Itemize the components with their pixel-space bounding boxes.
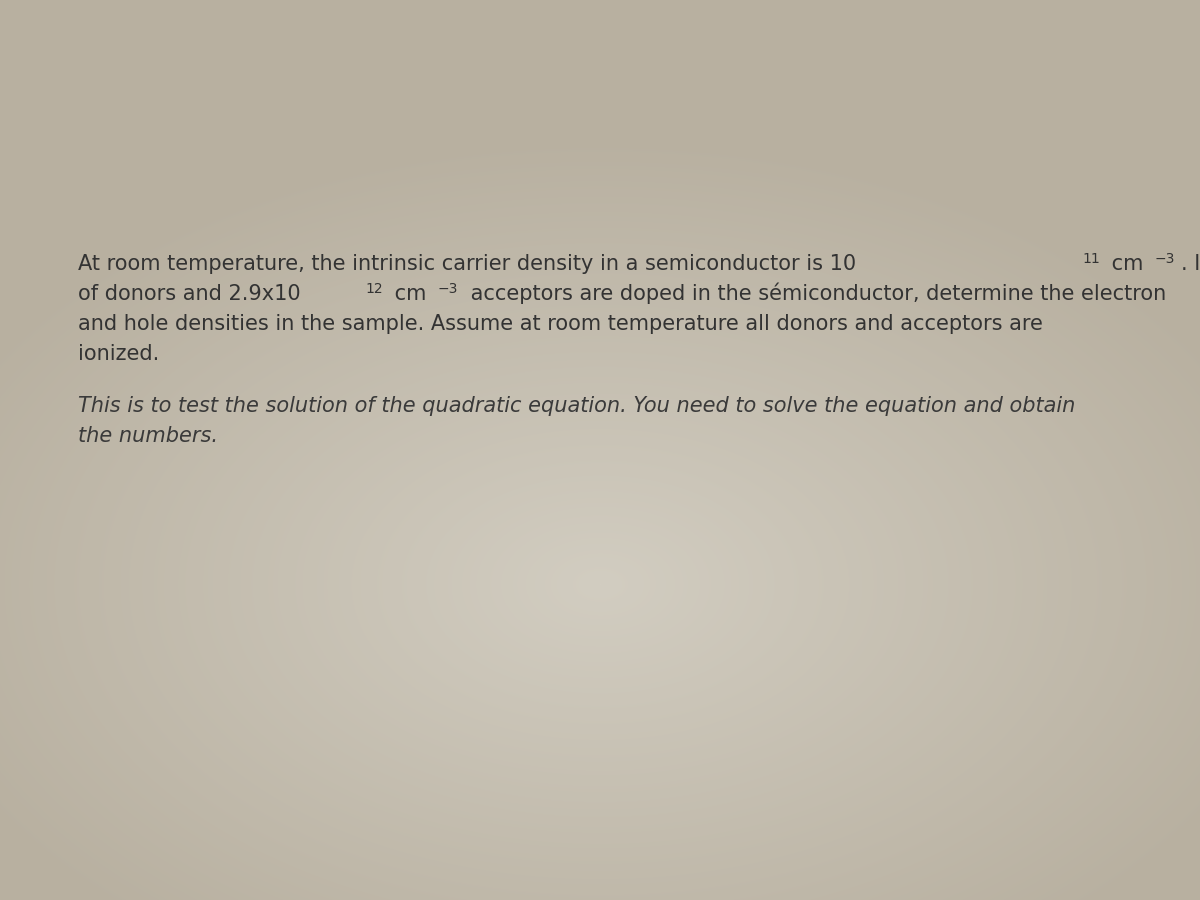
Text: the numbers.: the numbers. bbox=[78, 426, 218, 446]
Text: −3: −3 bbox=[1154, 252, 1175, 266]
Text: cm: cm bbox=[388, 284, 426, 304]
Text: acceptors are doped in the sémiconductor, determine the electron: acceptors are doped in the sémiconductor… bbox=[464, 283, 1166, 304]
Text: 12: 12 bbox=[365, 282, 383, 296]
Text: and hole densities in the sample. Assume at room temperature all donors and acce: and hole densities in the sample. Assume… bbox=[78, 314, 1043, 334]
Text: cm: cm bbox=[1105, 254, 1144, 274]
Text: This is to test the solution of the quadratic equation. You need to solve the eq: This is to test the solution of the quad… bbox=[78, 396, 1075, 416]
Text: At room temperature, the intrinsic carrier density in a semiconductor is 10: At room temperature, the intrinsic carri… bbox=[78, 254, 856, 274]
Text: −3: −3 bbox=[438, 282, 458, 296]
Text: 11: 11 bbox=[1082, 252, 1099, 266]
Text: . If 3x10: . If 3x10 bbox=[1181, 254, 1200, 274]
Text: ionized.: ionized. bbox=[78, 344, 160, 364]
Text: of donors and 2.9x10: of donors and 2.9x10 bbox=[78, 284, 301, 304]
